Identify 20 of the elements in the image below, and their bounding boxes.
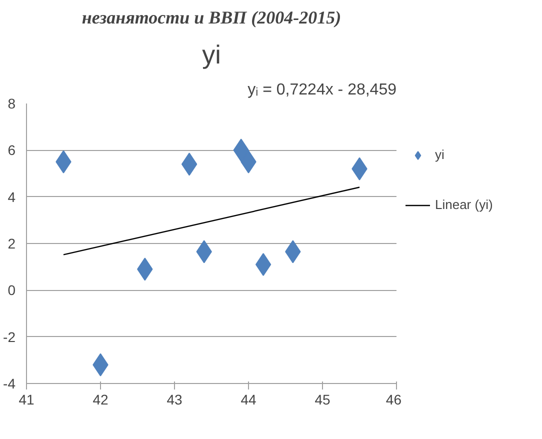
y-tick-label: 8 — [8, 96, 16, 112]
y-tick-label: 6 — [8, 142, 16, 158]
point — [181, 152, 198, 176]
chart-title: незанятости и ВВП (2004-2015) — [82, 8, 342, 28]
y-tick-label: 4 — [8, 188, 16, 205]
legend-label: yi — [435, 147, 446, 162]
x-tick-label: 43 — [166, 392, 182, 408]
y-tick-label: -4 — [3, 376, 16, 392]
x-tick-label: 46 — [386, 392, 402, 408]
text: yᵢ = 0,7224x - 28,459 — [248, 82, 397, 98]
y-tick-label: 2 — [8, 236, 16, 252]
x-tick-label: 45 — [314, 392, 330, 408]
chart-subtitle: yi — [202, 40, 221, 70]
x-tick-label: 42 — [92, 392, 108, 408]
y-tick-label: 0 — [8, 282, 16, 298]
legend-label: Linear (yi) — [435, 197, 493, 212]
x-tick-label: 41 — [18, 392, 34, 408]
y-tick-label: -2 — [3, 328, 16, 345]
x-tick-label: 44 — [240, 392, 256, 408]
point — [255, 253, 272, 276]
